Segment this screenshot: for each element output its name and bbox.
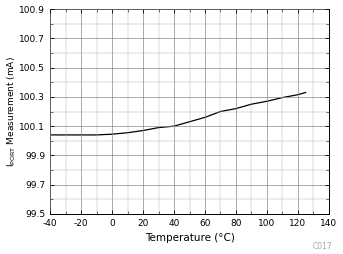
- Text: C017: C017: [313, 243, 333, 251]
- X-axis label: Temperature (°C): Temperature (°C): [145, 233, 235, 243]
- Y-axis label: $\mathregular{I_{PORT}}$ Measurement (mA): $\mathregular{I_{PORT}}$ Measurement (mA…: [5, 56, 18, 167]
